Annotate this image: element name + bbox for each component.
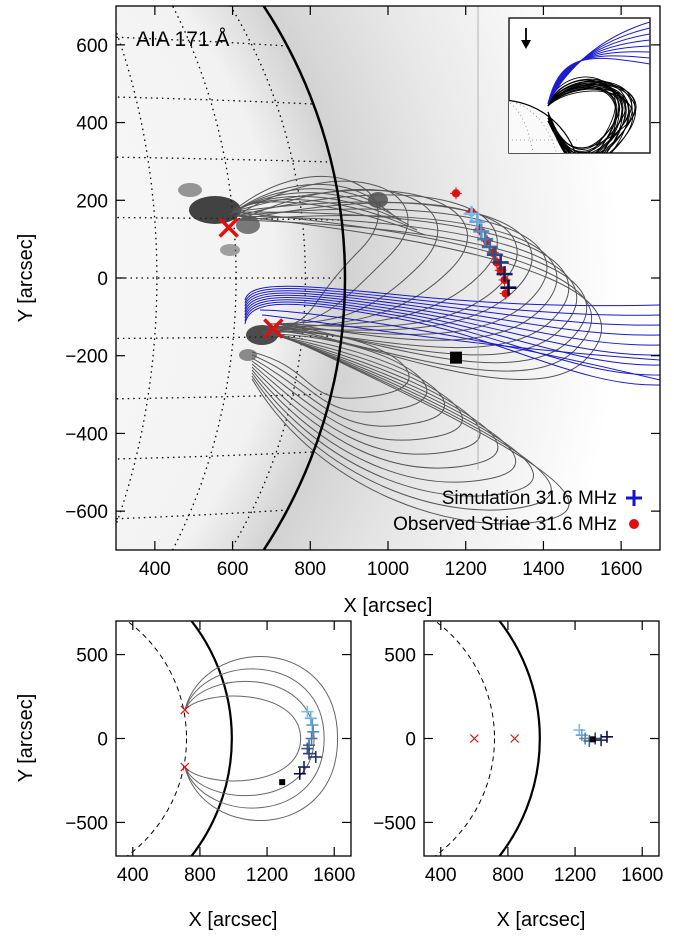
- solar-limb: [261, 6, 347, 550]
- x-marker: [263, 318, 284, 339]
- y-tick-label: 600: [76, 36, 108, 57]
- simulation-point: [304, 712, 317, 725]
- simulation-point: [600, 730, 613, 743]
- br-xlabel: X [arcsec]: [497, 909, 586, 931]
- heliographic-grid: [116, 6, 345, 550]
- active-region-north: [178, 183, 260, 256]
- legend-label-observed: Observed Striae 31.6 MHz: [393, 514, 617, 535]
- simulation-point: [492, 254, 509, 271]
- square-marker: [589, 736, 596, 743]
- bl-xlabel: X [arcsec]: [189, 909, 278, 931]
- y-tick-label: 500: [384, 646, 416, 667]
- x-tick-label: 1600: [313, 865, 355, 886]
- simulation-point: [301, 705, 314, 718]
- closed-field-lines: [229, 176, 603, 525]
- x-marker: [510, 734, 520, 743]
- x-tick-label: 1200: [554, 865, 596, 886]
- observed-point: [451, 189, 461, 198]
- simulation-point: [293, 767, 306, 780]
- bl-ylabel: Y [arcsec]: [15, 694, 37, 783]
- y-tick-label: −500: [65, 813, 108, 834]
- legend: Simulation 31.6 MHz Observed Striae 31.6…: [393, 488, 642, 535]
- simulation-point: [298, 761, 310, 774]
- simulation-point: [473, 223, 490, 240]
- simulation-point: [500, 279, 517, 296]
- x-tick-label: 1200: [246, 865, 288, 886]
- x-tick-label: 800: [492, 865, 524, 886]
- main-axes-ticks: 400 600 800 1000 1200 1400 1600 600 400 200 0 −200 −…: [65, 6, 660, 580]
- x-tick-label: 600: [217, 559, 249, 580]
- x-marker: [180, 705, 190, 715]
- x-tick-label: 400: [425, 865, 457, 886]
- simulation-point: [469, 213, 486, 230]
- bottom-right-panel: 400 800 1200 1600 500 0 −500 X [arcsec]: [373, 620, 663, 931]
- legend-label-simulation: Simulation 31.6 MHz: [442, 488, 617, 509]
- simulation-point: [305, 732, 318, 745]
- legend-marker-observed: [629, 519, 639, 529]
- x-tick-label: 1200: [445, 559, 487, 580]
- main-xlabel: X [arcsec]: [344, 595, 433, 617]
- main-ylabel: Y [arcsec]: [15, 234, 37, 323]
- y-tick-label: −200: [65, 347, 108, 368]
- panel-label: AIA 171 Å: [136, 28, 229, 51]
- legend-marker-simulation: [626, 490, 642, 506]
- x-marker: [218, 217, 239, 238]
- simulation-point: [309, 750, 322, 763]
- simulation-point: [301, 742, 314, 755]
- y-tick-label: −400: [65, 424, 108, 445]
- x-tick-label: 400: [139, 559, 171, 580]
- main-markers: [218, 187, 517, 364]
- simulation-point: [496, 266, 513, 283]
- x-tick-label: 1600: [621, 865, 663, 886]
- x-tick-label: 1000: [367, 559, 409, 580]
- simulation-point: [307, 725, 320, 738]
- x-tick-label: 1600: [600, 559, 642, 580]
- arrow-down-icon: [521, 28, 531, 49]
- y-tick-label: −500: [373, 813, 416, 834]
- y-tick-label: 0: [97, 269, 108, 290]
- inset: [508, 17, 651, 154]
- x-tick-label: 800: [294, 559, 326, 580]
- x-tick-label: 800: [184, 865, 216, 886]
- y-tick-label: −600: [65, 502, 108, 523]
- y-tick-label: 0: [97, 730, 108, 751]
- square-marker: [279, 779, 286, 786]
- square-marker: [450, 351, 462, 364]
- simulation-point: [303, 747, 316, 760]
- bottom-left-panel: 400 800 1200 1600 500 0 −500 X [arcsec] Y [arc…: [15, 620, 355, 931]
- simulation-point: [306, 719, 319, 732]
- open-field-lines: [244, 285, 660, 386]
- y-tick-label: 0: [405, 730, 416, 751]
- x-marker: [469, 734, 479, 743]
- main-panel: 400 600 800 1000 1200 1400 1600 600 400 200 0 −200 −…: [15, 5, 661, 617]
- x-tick-label: 400: [117, 865, 149, 886]
- y-tick-label: 400: [76, 114, 108, 135]
- x-marker: [180, 762, 190, 772]
- simulation-point: [573, 724, 586, 737]
- y-tick-label: 500: [76, 646, 108, 667]
- x-tick-label: 1400: [522, 559, 564, 580]
- y-tick-label: 200: [76, 191, 108, 212]
